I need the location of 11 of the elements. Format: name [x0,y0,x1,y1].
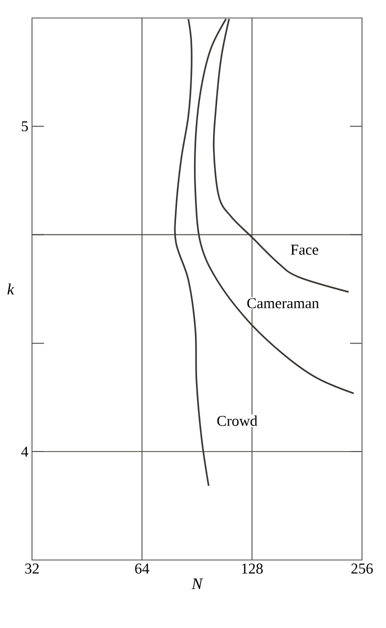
x-tick-label: 256 [351,564,373,574]
series-label: Crowd [217,415,258,426]
x-tick-label: 128 [242,564,263,574]
series-label: Cameraman [247,298,319,308]
x-tick-label: 32 [25,564,39,574]
series-label: Face [290,244,318,255]
y-tick-label: 4 [21,446,28,457]
y-axis-title: k [7,283,14,295]
x-tick-label: 64 [135,564,150,574]
x-axis-title: N [192,578,204,589]
y-tick-label: 5 [22,121,28,132]
